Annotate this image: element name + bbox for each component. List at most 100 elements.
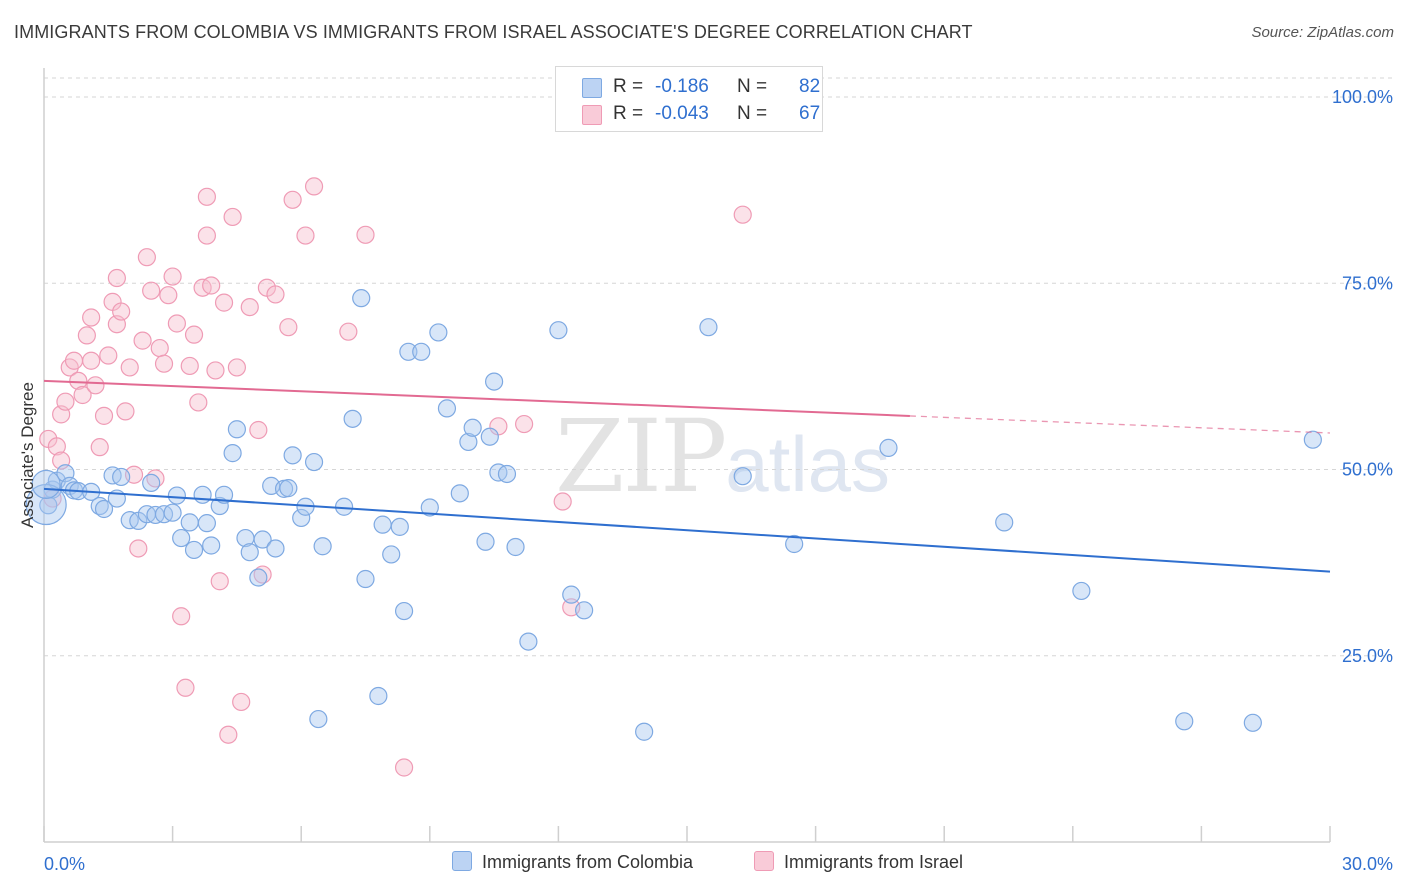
colombia-point — [476, 532, 495, 551]
israel-point — [77, 326, 96, 345]
colombia-point — [356, 569, 375, 589]
colombia-point — [142, 473, 161, 493]
n-label: N = — [737, 76, 768, 97]
israel-point — [219, 725, 238, 744]
legend-label: Immigrants from Colombia — [482, 852, 694, 872]
colombia-point — [437, 399, 457, 418]
colombia-point — [223, 444, 242, 463]
colombia-point — [995, 513, 1014, 532]
colombia-legend-swatch — [452, 851, 472, 871]
chart-title: IMMIGRANTS FROM COLOMBIA VS IMMIGRANTS F… — [14, 22, 973, 42]
israel-trend-line — [43, 379, 910, 417]
israel-point — [394, 758, 414, 777]
colombia-point-cluster — [31, 469, 61, 499]
colombia-point — [463, 418, 482, 437]
israel-point — [339, 322, 358, 341]
israel-point — [107, 268, 126, 288]
stats-box: R = -0.186 N = 82 R = -0.043 N = 67 — [555, 66, 823, 132]
colombia-point — [163, 503, 182, 522]
israel-point — [47, 437, 66, 456]
israel-point — [112, 302, 131, 321]
r-label: R = — [613, 103, 644, 124]
n-value: 82 — [799, 76, 821, 97]
colombia-point — [309, 709, 328, 729]
legend-item-israel: Immigrants from Israel — [754, 851, 963, 873]
y-tick-label: 50.0% — [1342, 460, 1393, 480]
colombia-point — [1175, 712, 1194, 731]
colombia-point — [390, 517, 409, 536]
colombia-point — [733, 467, 752, 486]
colombia-point — [292, 508, 311, 528]
israel-point — [129, 539, 148, 558]
y-tick-label: 100.0% — [1332, 87, 1393, 107]
colombia-point — [283, 446, 302, 465]
israel-point — [266, 285, 285, 304]
y-tick-label: 75.0% — [1342, 273, 1393, 293]
israel-point — [90, 438, 109, 457]
colombia-point — [382, 545, 401, 564]
n-value: 67 — [799, 103, 821, 124]
israel-point — [206, 361, 225, 380]
israel-point — [56, 392, 75, 411]
israel-point — [82, 351, 101, 370]
colombia-point — [202, 536, 221, 555]
colombia-point — [249, 568, 268, 587]
colombia-trend-line — [43, 487, 1331, 573]
colombia-point — [227, 420, 246, 439]
n-label: N = — [737, 103, 768, 124]
israel-point — [184, 325, 204, 344]
r-value: -0.043 — [655, 103, 709, 124]
colombia-point — [214, 485, 234, 504]
r-label: R = — [613, 76, 644, 97]
israel-point — [94, 406, 114, 425]
israel-legend-swatch — [754, 851, 774, 871]
colombia-point — [266, 539, 285, 558]
colombia-point — [172, 528, 191, 548]
colombia-point — [485, 372, 504, 391]
colombia-point — [313, 537, 332, 556]
colombia-point — [279, 479, 298, 498]
colombia-point — [1303, 430, 1322, 449]
israel-point — [189, 393, 208, 412]
watermark: ZIPatlas — [555, 398, 890, 515]
colombia-point — [394, 601, 414, 621]
israel-point — [249, 420, 268, 440]
colombia-point — [429, 323, 448, 342]
israel-point — [304, 177, 324, 196]
israel-point — [176, 678, 195, 697]
colombia-point — [253, 530, 272, 549]
israel-point — [120, 358, 139, 377]
legend-label: Immigrants from Israel — [784, 852, 964, 872]
colombia-point — [399, 342, 418, 361]
colombia-point — [180, 513, 199, 532]
colombia-point — [575, 601, 594, 620]
colombia-point — [879, 438, 898, 457]
watermark-atlas: atlas — [725, 420, 891, 508]
colombia-point — [304, 452, 324, 472]
colombia-point — [412, 342, 431, 361]
colombia-point — [1072, 581, 1091, 601]
israel-point — [142, 281, 161, 300]
x-tick-label: 30.0% — [1342, 854, 1393, 874]
y-axis-label: Associate's Degree — [18, 382, 37, 528]
israel-point — [150, 338, 169, 358]
israel-point — [133, 331, 152, 350]
colombia-point — [94, 499, 114, 519]
colombia-point — [519, 632, 538, 651]
israel-point — [553, 492, 572, 511]
colombia-point — [373, 515, 392, 534]
israel-point — [163, 267, 182, 286]
israel-point — [733, 205, 752, 224]
israel-point — [227, 358, 246, 377]
israel-point — [214, 293, 234, 312]
colombia-point — [1243, 713, 1262, 732]
colombia-point — [112, 467, 131, 487]
colombia-point — [343, 409, 362, 428]
israel-point — [197, 187, 216, 206]
israel-point — [180, 356, 199, 376]
colombia-point — [352, 289, 371, 308]
israel-point — [197, 226, 216, 245]
colombia-point — [184, 540, 204, 560]
israel-point — [296, 226, 315, 245]
